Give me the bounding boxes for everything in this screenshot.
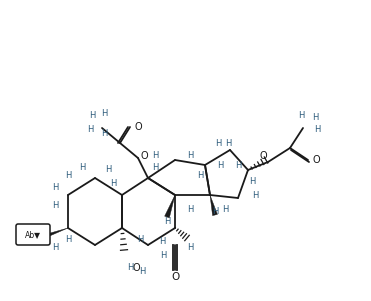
Text: H: H [312,113,318,123]
Text: H: H [52,184,58,193]
Text: O: O [140,151,148,161]
Text: H: H [235,160,241,169]
Text: H: H [160,250,166,259]
Text: O: O [132,263,140,273]
Text: O: O [171,272,179,282]
Text: H: H [87,126,93,135]
Text: O: O [134,122,142,132]
Text: H: H [101,129,107,138]
Text: H: H [52,200,58,209]
Text: H: H [65,170,71,179]
Text: H: H [152,150,158,160]
Text: H: H [79,163,85,172]
Text: H: H [187,150,193,160]
Text: H: H [137,235,143,244]
Polygon shape [165,195,175,218]
Text: H: H [139,268,145,277]
Text: Ab▼: Ab▼ [25,230,41,239]
Text: H: H [298,110,304,119]
Text: H: H [187,206,193,215]
Text: H: H [222,206,228,215]
FancyBboxPatch shape [16,224,50,245]
Text: H: H [89,111,95,120]
Text: H: H [217,160,223,169]
Text: H: H [65,235,71,244]
Text: H: H [225,138,231,147]
Text: H: H [52,244,58,253]
Polygon shape [39,228,68,240]
Text: H: H [105,166,111,175]
Text: O: O [312,155,320,165]
Text: H: H [215,138,221,147]
Text: H: H [127,263,133,272]
Text: H: H [314,126,320,135]
Text: H: H [212,207,218,216]
Text: H: H [159,237,165,247]
Text: H: H [252,191,258,200]
Text: H: H [152,163,158,172]
Text: H: H [164,218,170,226]
Text: H: H [110,178,116,188]
Text: H: H [187,244,193,253]
Text: H: H [101,110,107,119]
Text: O: O [259,151,267,161]
Text: H: H [249,178,255,187]
Polygon shape [210,195,217,216]
Text: H: H [197,170,203,179]
